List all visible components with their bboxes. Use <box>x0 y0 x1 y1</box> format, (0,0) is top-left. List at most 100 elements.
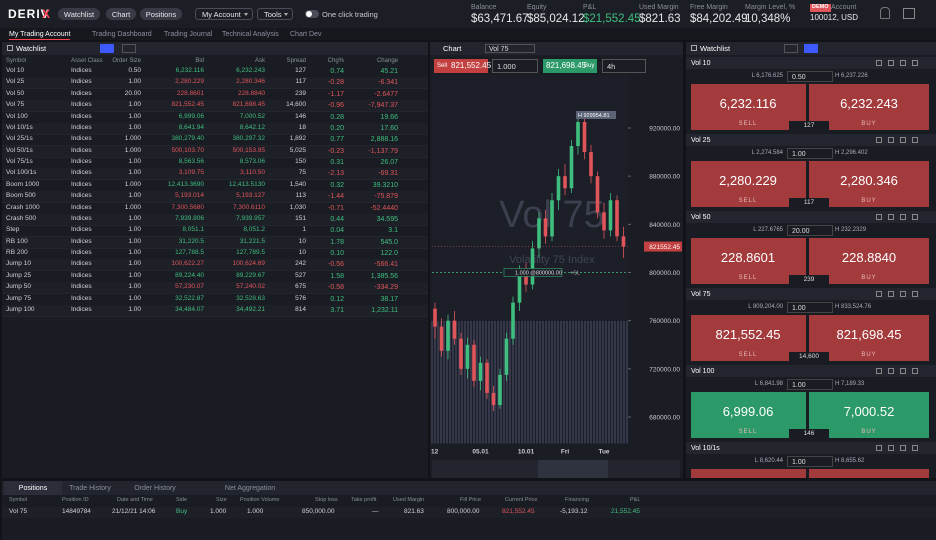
table-cell[interactable]: Vol 100/1s <box>6 169 37 177</box>
dashboard-tab[interactable]: Trading Dashboard <box>92 30 152 38</box>
card-icon[interactable] <box>900 368 906 374</box>
card-name[interactable]: Vol 50 <box>691 214 711 221</box>
dashboard-tab[interactable]: Trading Journal <box>164 30 213 38</box>
table-cell[interactable]: Jump 25 <box>6 271 31 279</box>
positions-tab[interactable]: Net Aggregation <box>224 485 276 492</box>
table-cell[interactable]: Jump 10 <box>6 260 31 268</box>
card-sell-button[interactable]: 2,280.229 SELL <box>691 161 806 207</box>
table-cell[interactable]: Vol 10 <box>6 67 25 74</box>
card-name[interactable]: Vol 25 <box>691 137 711 144</box>
card-name[interactable]: Vol 10 <box>691 60 711 67</box>
card-icon[interactable] <box>876 137 882 143</box>
table-cell[interactable]: Vol 25 <box>6 78 25 86</box>
table-cell[interactable]: Vol 50/1s <box>6 146 33 154</box>
sell-button[interactable]: Sell 821,552.45 <box>434 59 491 73</box>
size-input[interactable]: 1.000 <box>492 59 538 73</box>
table-cell[interactable]: Vol 10/1s <box>6 123 33 131</box>
table-cell: Indices <box>71 180 92 188</box>
table-cell[interactable]: Step <box>6 226 20 234</box>
panel-title: Watchlist <box>16 44 47 53</box>
positions-tab[interactable]: Positions <box>18 485 48 492</box>
card-icon[interactable] <box>876 214 882 220</box>
timeframe-select[interactable]: 4h <box>602 59 646 73</box>
card-icon[interactable] <box>876 291 882 297</box>
card-icon[interactable] <box>900 445 906 451</box>
buy-button[interactable]: 821,698.45 Buy <box>543 59 597 73</box>
symbol-input[interactable]: Vol 75 <box>485 44 535 53</box>
settings-icon[interactable] <box>903 8 915 19</box>
card-icon[interactable] <box>888 368 894 374</box>
card-name[interactable]: Vol 10/1s <box>691 445 720 452</box>
table-cell[interactable]: Boom 500 <box>6 192 36 200</box>
toggle[interactable] <box>305 10 319 18</box>
card-sell-button[interactable]: 6,232.116 SELL <box>691 84 806 130</box>
table-cell[interactable]: Vol 25/1s <box>6 135 33 143</box>
table-cell[interactable]: Jump 100 <box>6 305 35 313</box>
table-cell[interactable]: Boom 1000 <box>6 180 40 188</box>
card-size-input[interactable]: 0.50 <box>787 71 833 82</box>
card-name[interactable]: Vol 75 <box>691 291 711 298</box>
card-icon[interactable] <box>912 214 918 220</box>
dashboard-tab[interactable]: Technical Analysis <box>222 30 279 38</box>
table-cell[interactable]: Vol 75 <box>6 101 25 109</box>
table-cell[interactable]: Vol 75/1s <box>6 158 33 166</box>
nav-button[interactable]: Watchlist <box>58 8 100 20</box>
view-toggle[interactable] <box>784 44 798 53</box>
card-icon[interactable] <box>912 445 918 451</box>
card-buy-button[interactable]: 2,280.346 BUY <box>809 161 929 207</box>
card-icon[interactable] <box>900 214 906 220</box>
view-toggle[interactable] <box>100 44 114 53</box>
card-icon[interactable] <box>876 445 882 451</box>
table-cell[interactable]: Vol 100 <box>6 112 28 120</box>
card-icon[interactable] <box>912 368 918 374</box>
dashboard-tab[interactable]: Chart Dev <box>290 30 322 38</box>
card-icon[interactable] <box>888 214 894 220</box>
card-icon[interactable] <box>912 60 918 66</box>
card-icon[interactable] <box>912 291 918 297</box>
menu-dropdown[interactable]: Tools <box>257 8 293 20</box>
table-cell: 2,280.229 <box>175 78 204 86</box>
card-buy-button[interactable]: 8,642.12BUY <box>809 469 929 478</box>
view-toggle[interactable] <box>804 44 818 53</box>
card-sell-button[interactable]: 228.8601 SELL <box>691 238 806 284</box>
view-toggle[interactable] <box>122 44 136 53</box>
card-buy-button[interactable]: 228.8840 BUY <box>809 238 929 284</box>
table-cell[interactable]: RB 200 <box>6 249 28 257</box>
card-sell-button[interactable]: 8,641.94SELL <box>691 469 806 478</box>
dashboard-tab[interactable]: My Trading Account <box>9 30 71 40</box>
card-icon[interactable] <box>900 137 906 143</box>
card-sell-button[interactable]: 6,999.06 SELL <box>691 392 806 438</box>
card-size-input[interactable]: 1.00 <box>787 456 833 467</box>
card-icon[interactable] <box>888 60 894 66</box>
card-icon[interactable] <box>888 445 894 451</box>
card-icon[interactable] <box>876 60 882 66</box>
card-icon[interactable] <box>888 291 894 297</box>
positions-tab[interactable]: Trade History <box>69 485 111 492</box>
card-sell-button[interactable]: 821,552.45 SELL <box>691 315 806 361</box>
table-cell: 8,051.1 <box>182 226 204 234</box>
card-icon[interactable] <box>888 137 894 143</box>
card-size-input[interactable]: 1.00 <box>787 302 833 313</box>
nav-button[interactable]: Chart <box>106 8 136 20</box>
card-icon[interactable] <box>912 137 918 143</box>
card-size-input[interactable]: 20.00 <box>787 225 833 236</box>
table-cell[interactable]: Jump 50 <box>6 283 31 291</box>
nav-button[interactable]: Positions <box>140 8 182 20</box>
card-buy-button[interactable]: 7,000.52 BUY <box>809 392 929 438</box>
card-size-input[interactable]: 1.00 <box>787 379 833 390</box>
card-size-input[interactable]: 1.00 <box>787 148 833 159</box>
menu-dropdown[interactable]: My Account <box>195 8 253 20</box>
card-name[interactable]: Vol 100 <box>691 368 715 375</box>
card-icon[interactable] <box>876 368 882 374</box>
positions-tab[interactable]: Order History <box>134 485 176 492</box>
table-cell[interactable]: Crash 1000 <box>6 203 40 211</box>
table-cell[interactable]: Jump 75 <box>6 294 31 302</box>
card-buy-button[interactable]: 821,698.45 BUY <box>809 315 929 361</box>
notifications-icon[interactable] <box>880 7 890 19</box>
table-cell[interactable]: Vol 50 <box>6 89 25 97</box>
table-cell[interactable]: Crash 500 <box>6 214 36 222</box>
card-icon[interactable] <box>900 60 906 66</box>
card-buy-button[interactable]: 6,232.243 BUY <box>809 84 929 130</box>
table-cell[interactable]: RB 100 <box>6 237 28 245</box>
card-icon[interactable] <box>900 291 906 297</box>
